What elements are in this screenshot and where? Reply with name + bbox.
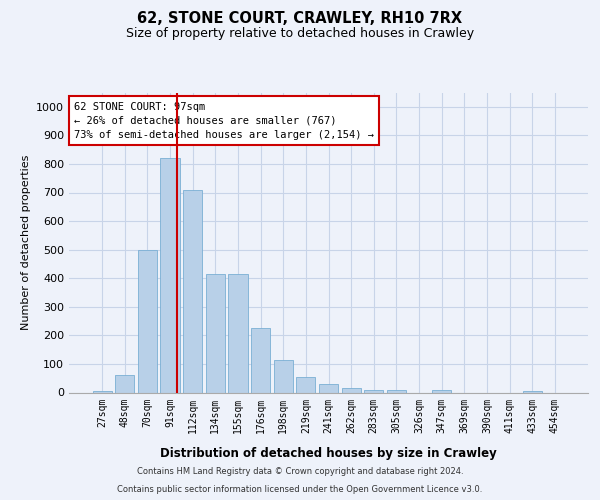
Bar [160,158,180,392]
Text: Size of property relative to detached houses in Crawley: Size of property relative to detached ho… [126,28,474,40]
Bar [183,190,202,392]
Bar [115,376,134,392]
Bar [387,390,406,392]
Bar [138,250,157,392]
Text: Contains HM Land Registry data © Crown copyright and database right 2024.: Contains HM Land Registry data © Crown c… [137,467,463,476]
Y-axis label: Number of detached properties: Number of detached properties [20,155,31,330]
Bar [432,390,451,392]
Bar [274,360,293,392]
Bar [251,328,270,392]
X-axis label: Distribution of detached houses by size in Crawley: Distribution of detached houses by size … [160,446,497,460]
Bar [92,391,112,392]
Text: 62, STONE COURT, CRAWLEY, RH10 7RX: 62, STONE COURT, CRAWLEY, RH10 7RX [137,11,463,26]
Bar [523,391,542,392]
Bar [364,390,383,392]
Text: 62 STONE COURT: 97sqm
← 26% of detached houses are smaller (767)
73% of semi-det: 62 STONE COURT: 97sqm ← 26% of detached … [74,102,374,140]
Text: Contains public sector information licensed under the Open Government Licence v3: Contains public sector information licen… [118,485,482,494]
Bar [319,384,338,392]
Bar [341,388,361,392]
Bar [296,377,316,392]
Bar [229,274,248,392]
Bar [206,274,225,392]
